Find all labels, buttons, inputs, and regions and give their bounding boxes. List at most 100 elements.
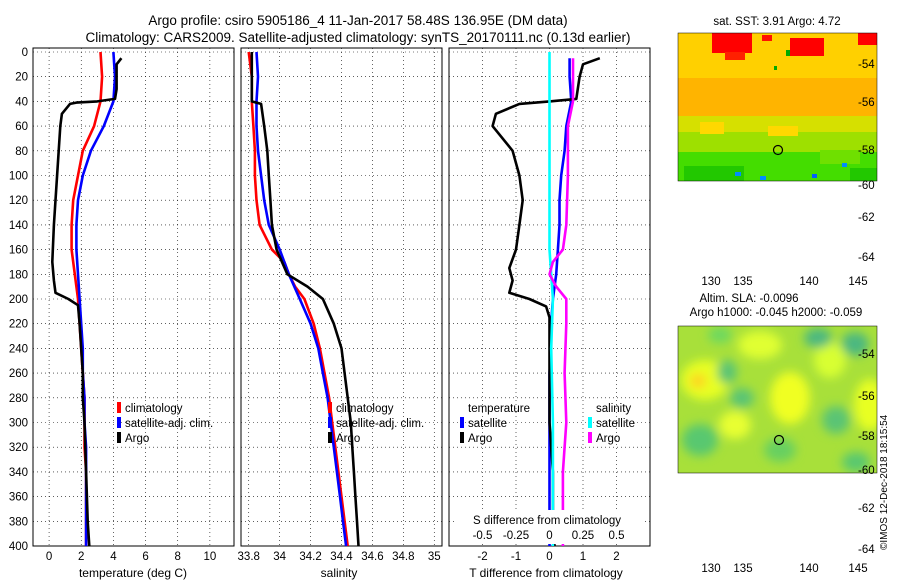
temperature-legend: climatology satellite-adj. clim. Argo xyxy=(117,402,213,445)
sla-map-label-2: Argo h1000: -0.045 h2000: -0.059 xyxy=(690,307,863,319)
pressure-tick-label: 360 xyxy=(9,492,28,504)
sst-map-axes: -54 -56 -58 -60 -62 -64 130 135 140 145 xyxy=(701,59,875,288)
sla-x-tick: 135 xyxy=(733,563,752,575)
x-tick-label: 0 xyxy=(546,551,552,563)
sst-argo-location-marker xyxy=(772,144,784,156)
x-tick-label: 8 xyxy=(175,551,181,563)
sla-y-tick: -58 xyxy=(858,431,875,443)
x-tick-label: 1 xyxy=(580,551,586,563)
series-line-temperature-argo xyxy=(491,56,601,547)
sla-y-tick: -60 xyxy=(858,465,875,477)
salinity-legend: climatology satellite-adj. clim. Argo xyxy=(328,402,424,445)
sla-field xyxy=(681,327,877,472)
pressure-tick-label: 200 xyxy=(9,294,28,306)
legend-temp-argo: Argo xyxy=(468,433,492,445)
sst-y-tick: -62 xyxy=(858,212,875,224)
sla-x-tick: 145 xyxy=(848,563,867,575)
sla-y-tick: -62 xyxy=(858,503,875,515)
x-tick-label: 0 xyxy=(46,551,52,563)
x-tick-label: 35 xyxy=(428,551,441,563)
x-tick-label: 33.8 xyxy=(238,551,260,563)
series-line-salinity-argo xyxy=(548,58,575,546)
x-tick-label: 2 xyxy=(613,551,619,563)
sst-map: sat. SST: 3.91 Argo: 4.72 xyxy=(677,16,878,288)
difference-x-ticks: -2 -1 0 1 2 xyxy=(477,551,619,563)
legend-temp-satellite: satellite xyxy=(468,418,507,430)
pressure-tick-label: 320 xyxy=(9,442,28,454)
pressure-tick-label: 180 xyxy=(9,269,28,281)
legend-swatch-satellite xyxy=(328,417,332,428)
s-difference-ticks: -0.5 -0.25 0 0.25 0.5 xyxy=(473,530,625,542)
title-line-1: Argo profile: csiro 5905186_4 11-Jan-201… xyxy=(148,13,567,28)
legend-climatology: climatology xyxy=(125,403,183,415)
sla-y-tick: -64 xyxy=(858,544,875,556)
pressure-tick-label: 380 xyxy=(9,516,28,528)
x-tick-label: 34.6 xyxy=(361,551,383,563)
sla-map-axes: -54 -56 -58 -60 -62 -64 130 135 140 145 xyxy=(701,349,875,575)
salinity-x-label: salinity xyxy=(321,566,358,580)
sla-argo-location-marker xyxy=(773,434,785,446)
difference-series xyxy=(491,52,601,547)
sla-x-tick: 130 xyxy=(701,563,720,575)
salinity-grid xyxy=(241,48,442,547)
sst-x-tick: 140 xyxy=(799,276,818,288)
s-tick-label: 0.25 xyxy=(572,530,594,542)
imos-timestamp: ©IMOS 12-Dec-2018 18:15:54 xyxy=(879,414,890,550)
sst-y-tick: -58 xyxy=(858,145,875,157)
sla-map-label-1: Altim. SLA: -0.0096 xyxy=(699,293,798,305)
legend-swatch-argo xyxy=(328,432,332,443)
s-tick-label: -0.25 xyxy=(503,530,529,542)
legend-temp-header: temperature xyxy=(468,403,530,415)
x-tick-label: 34 xyxy=(273,551,286,563)
sst-y-tick: -60 xyxy=(858,180,875,192)
legend-swatch-temp-satellite xyxy=(460,417,464,428)
sla-y-tick: -56 xyxy=(858,391,875,403)
sst-y-tick: -64 xyxy=(858,252,875,264)
pressure-tick-label: 220 xyxy=(9,319,28,331)
series-line-argo xyxy=(250,52,360,547)
s-tick-label: 0 xyxy=(546,530,552,542)
pressure-tick-label: 0 xyxy=(22,47,28,59)
temperature-series xyxy=(50,51,123,547)
pressure-tick-label: 260 xyxy=(9,368,28,380)
x-tick-label: 4 xyxy=(110,551,117,563)
sst-map-label: sat. SST: 3.91 Argo: 4.72 xyxy=(713,16,840,28)
legend-swatch-climatology xyxy=(328,402,332,413)
x-tick-label: 34.2 xyxy=(299,551,321,563)
x-tick-label: 6 xyxy=(142,551,148,563)
legend-satellite: satellite-adj. clim. xyxy=(125,418,213,430)
x-tick-label: 34.4 xyxy=(330,551,353,563)
sla-map-frame xyxy=(677,325,878,474)
salinity-series xyxy=(247,51,360,547)
sst-x-tick: 145 xyxy=(848,276,867,288)
sla-map: Altim. SLA: -0.0096 Argo h1000: -0.045 h… xyxy=(677,293,878,575)
pressure-tick-label: 100 xyxy=(9,171,28,183)
sst-y-tick: -54 xyxy=(858,59,875,71)
pressure-tick-label: 140 xyxy=(9,220,28,232)
temperature-panel: 0 2 4 6 8 10 temperature (deg C) climatology … xyxy=(32,47,235,580)
x-tick-label: 2 xyxy=(78,551,84,563)
s-tick-label: -0.5 xyxy=(473,530,493,542)
sla-x-tick: 140 xyxy=(799,563,818,575)
legend-sal-argo: Argo xyxy=(596,433,620,445)
series-line-argo xyxy=(50,57,123,547)
legend-swatch-satellite xyxy=(117,417,121,428)
legend-swatch-sal-satellite xyxy=(588,417,592,428)
pressure-tick-label: 20 xyxy=(15,72,28,84)
sst-field xyxy=(678,33,877,181)
pressure-tick-label: 340 xyxy=(9,467,28,479)
pressure-tick-label: 160 xyxy=(9,245,28,257)
pressure-axis: 0 20 40 60 80 100 120 140 160 180 200 220 240 260 280 3… xyxy=(9,47,28,553)
sst-x-tick: 135 xyxy=(733,276,752,288)
sst-y-tick: -56 xyxy=(858,97,875,109)
salinity-x-ticks: 33.8 34 34.2 34.4 34.6 34.8 35 xyxy=(238,551,441,563)
legend-swatch-sal-argo xyxy=(588,432,592,443)
legend-swatch-argo xyxy=(117,432,121,443)
temperature-x-label: temperature (deg C) xyxy=(79,566,187,580)
sla-y-tick: -54 xyxy=(858,349,875,361)
pressure-tick-label: 240 xyxy=(9,343,28,355)
sst-map-frame xyxy=(677,32,878,182)
x-tick-label: 10 xyxy=(203,551,216,563)
series-line-salinity-satellite xyxy=(548,52,555,546)
temperature-grid xyxy=(33,48,234,547)
